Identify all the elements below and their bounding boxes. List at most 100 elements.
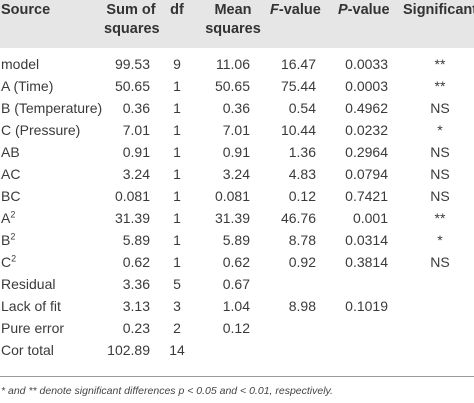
cell-sum-of-squares: 0.23	[122, 320, 150, 336]
cell-mean-squares: 0.081	[214, 188, 250, 204]
header-p-letter: P	[338, 2, 348, 18]
table-row: B (Temperature) 0.36 1 0.36 0.54 0.4962 NS	[0, 97, 474, 119]
cell-source: C (Pressure)	[1, 119, 80, 141]
cell-mean-squares: 7.01	[222, 122, 250, 138]
cell-significant: NS	[430, 100, 450, 116]
header-mean-squares: Mean squares	[203, 1, 263, 39]
cell-f-value: 4.83	[288, 166, 316, 182]
cell-mean-squares: 5.89	[222, 232, 250, 248]
header-mean-squares-line1: Mean	[214, 2, 252, 18]
cell-df: 1	[173, 78, 181, 94]
table-body: model 99.53 9 11.06 16.47 0.0033 ** A (Time) 50.…	[0, 48, 474, 361]
cell-source: model	[1, 53, 39, 75]
cell-source: C2	[1, 251, 16, 273]
cell-sum-of-squares: 0.081	[114, 188, 150, 204]
table-row: C (Pressure) 7.01 1 7.01 10.44 0.0232 *	[0, 119, 474, 141]
cell-f-value: 8.98	[288, 298, 316, 314]
cell-sum-of-squares: 31.39	[114, 210, 150, 226]
cell-source-text: B	[1, 232, 11, 248]
cell-mean-squares: 0.62	[222, 254, 250, 270]
cell-source-text: Residual	[1, 276, 56, 292]
cell-mean-squares: 31.39	[214, 210, 250, 226]
cell-f-value: 1.36	[288, 144, 316, 160]
cell-f-value: 0.12	[288, 188, 316, 204]
cell-mean-squares: 50.65	[214, 78, 250, 94]
anova-table: Source Sum of squares df Mean squares F-…	[0, 0, 474, 361]
table-row: Lack of fit 3.13 3 1.04 8.98 0.1019	[0, 295, 474, 317]
cell-source: AC	[1, 163, 20, 185]
cell-f-value: 8.78	[288, 232, 316, 248]
cell-source-text: Pure error	[1, 320, 65, 336]
header-f-rest: -value	[278, 2, 321, 18]
cell-df: 1	[173, 210, 181, 226]
cell-sum-of-squares: 5.89	[122, 232, 150, 248]
cell-df: 9	[173, 56, 181, 72]
table-row: C2 0.62 1 0.62 0.92 0.3814 NS	[0, 251, 474, 273]
header-source: Source	[1, 2, 51, 18]
cell-significant: **	[434, 56, 446, 72]
cell-f-value: 10.44	[280, 122, 316, 138]
cell-p-value: 0.0003	[345, 78, 388, 94]
cell-sum-of-squares: 3.36	[122, 276, 150, 292]
cell-source: BC	[1, 185, 20, 207]
cell-source: Residual	[1, 273, 55, 295]
cell-f-value: 0.92	[288, 254, 316, 270]
header-f-letter: F	[270, 2, 279, 18]
cell-significant: NS	[430, 188, 450, 204]
cell-sum-of-squares: 99.53	[114, 56, 150, 72]
cell-sum-of-squares: 0.91	[122, 144, 150, 160]
cell-source: A2	[1, 207, 15, 229]
cell-mean-squares: 0.36	[222, 100, 250, 116]
table-bottom-rule	[0, 376, 474, 377]
cell-source-text: model	[1, 56, 40, 72]
table-row: AC 3.24 1 3.24 4.83 0.0794 NS	[0, 163, 474, 185]
cell-p-value: 0.0794	[345, 166, 388, 182]
cell-source-text: Lack of fit	[1, 298, 61, 314]
header-sum-of-squares: Sum of squares	[104, 1, 160, 39]
header-mean-squares-line2: squares	[205, 21, 261, 37]
cell-df: 1	[173, 100, 181, 116]
header-f-value: F-value	[270, 1, 321, 20]
cell-mean-squares: 0.67	[222, 276, 250, 292]
table-row: Pure error 0.23 2 0.12	[0, 317, 474, 339]
cell-significant: *	[437, 232, 443, 248]
cell-source-text: A	[1, 210, 11, 226]
cell-source-text: C (Pressure)	[1, 122, 81, 138]
cell-p-value: 0.0314	[345, 232, 388, 248]
cell-significant: NS	[430, 166, 450, 182]
cell-source-superscript: 2	[11, 253, 17, 264]
cell-p-value: 0.0033	[345, 56, 388, 72]
cell-sum-of-squares: 3.13	[122, 298, 150, 314]
table-row: Cor total 102.89 14	[0, 339, 474, 361]
cell-source: Cor total	[1, 339, 54, 361]
cell-source-text: B (Temperature)	[1, 100, 103, 116]
cell-df: 3	[173, 298, 181, 314]
cell-f-value: 0.54	[288, 100, 316, 116]
cell-source: Pure error	[1, 317, 64, 339]
cell-sum-of-squares: 3.24	[122, 166, 150, 182]
cell-source-superscript: 2	[10, 209, 16, 220]
cell-source-text: Cor total	[1, 342, 54, 358]
cell-df: 1	[173, 122, 181, 138]
header-significant: Significant	[403, 2, 474, 18]
cell-df: 1	[173, 232, 181, 248]
cell-sum-of-squares: 102.89	[107, 342, 150, 358]
cell-source-superscript: 2	[10, 231, 16, 242]
cell-mean-squares: 3.24	[222, 166, 250, 182]
cell-f-value: 75.44	[280, 78, 316, 94]
cell-mean-squares: 1.04	[222, 298, 250, 314]
table-footnote: * and ** denote significant differences …	[1, 385, 333, 397]
table-row: A2 31.39 1 31.39 46.76 0.001 **	[0, 207, 474, 229]
cell-p-value: 0.001	[352, 210, 388, 226]
cell-df: 1	[173, 144, 181, 160]
cell-p-value: 0.2964	[345, 144, 388, 160]
cell-source: AB	[1, 141, 20, 163]
cell-df: 1	[173, 188, 181, 204]
header-sum-of-squares-line1: Sum of	[106, 2, 156, 18]
cell-df: 1	[173, 254, 181, 270]
header-p-value: P-value	[338, 1, 390, 20]
table-header: Source Sum of squares df Mean squares F-…	[0, 0, 474, 48]
header-df: df	[170, 2, 184, 18]
cell-mean-squares: 11.06	[216, 56, 250, 72]
cell-source: B2	[1, 229, 15, 251]
